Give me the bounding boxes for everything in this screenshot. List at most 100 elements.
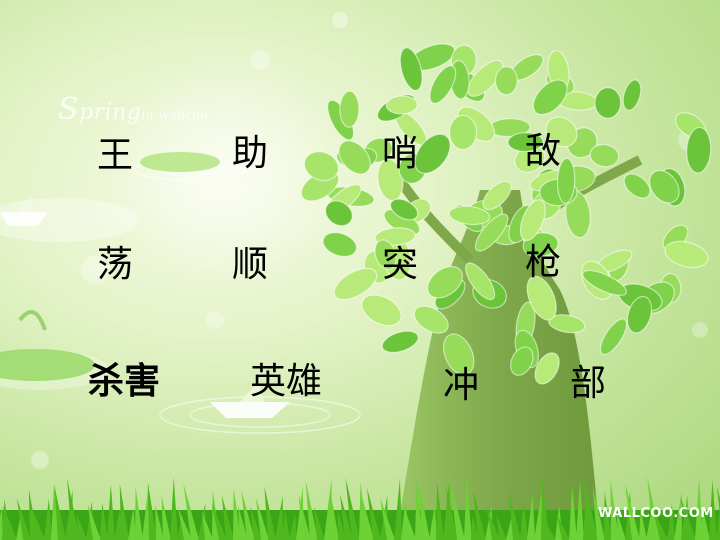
leaf — [545, 116, 578, 148]
tree-foliage — [300, 43, 712, 385]
grass-blade — [520, 500, 528, 540]
grass-blade — [177, 507, 192, 540]
grass-blade — [135, 486, 143, 540]
grass-blade — [147, 482, 157, 540]
grass-blade — [87, 503, 101, 540]
grass-blade — [464, 477, 472, 540]
leaf — [361, 294, 402, 327]
grass-blade — [569, 484, 577, 540]
grass-blade — [3, 506, 17, 540]
grass-blade — [161, 495, 171, 540]
grass-blade — [337, 509, 346, 540]
grass-blade — [534, 491, 542, 540]
grass-blade — [241, 490, 255, 540]
grass-blade — [54, 485, 66, 540]
word-shun: 顺 — [232, 244, 269, 285]
grass-blade — [16, 498, 31, 540]
grass-blade — [211, 503, 227, 540]
grass-blade — [716, 485, 720, 515]
leaf — [442, 333, 475, 376]
leaf — [465, 262, 496, 301]
word-zhu: 助 — [232, 133, 269, 174]
word-yingxiong: 英雄 — [250, 361, 323, 402]
lily-pads — [0, 152, 220, 381]
grass-blade — [583, 476, 598, 540]
leaf — [626, 295, 653, 334]
grass-blade — [237, 505, 248, 540]
grass-blade — [275, 495, 283, 540]
grass-blade — [31, 508, 45, 540]
leaf — [338, 140, 371, 175]
word-dang: 荡 — [97, 244, 134, 285]
leaf — [526, 275, 557, 321]
leaf — [474, 213, 509, 252]
bokeh-lights — [31, 12, 708, 469]
leaf — [594, 87, 622, 119]
word-wang: 王 — [97, 135, 134, 176]
grass-blade — [289, 512, 297, 540]
leaf — [303, 151, 340, 182]
leaf — [429, 65, 457, 105]
leaf — [519, 199, 546, 242]
grass-blade — [604, 491, 612, 540]
grass-blade — [695, 478, 703, 540]
grass-blade — [415, 479, 423, 540]
grass-blade — [198, 503, 206, 540]
grass-blade — [282, 510, 290, 540]
grass-blade — [445, 484, 458, 540]
grass-blade — [114, 509, 122, 540]
grass-blade — [155, 504, 164, 540]
grass — [0, 475, 720, 540]
leaf — [381, 330, 419, 354]
leaf — [389, 198, 419, 221]
grass-blade — [44, 498, 52, 540]
grass-blade — [667, 504, 675, 540]
grass-blade — [496, 514, 507, 540]
grass-blade — [540, 513, 556, 540]
leaf — [507, 132, 544, 153]
word-bu: 部 — [570, 363, 607, 404]
leaf — [648, 169, 680, 204]
brand-watermark: WALLCOO.COM — [598, 506, 714, 521]
grass-blade — [233, 487, 241, 540]
leaf — [532, 79, 568, 116]
watermark-initial: S — [58, 92, 80, 127]
leaf — [482, 180, 512, 211]
leaf — [510, 346, 534, 376]
leaf — [599, 318, 628, 356]
grass-blade — [324, 478, 332, 540]
leaf — [339, 90, 360, 128]
paper-boats — [0, 196, 290, 418]
word-chong: 冲 — [443, 365, 480, 406]
grass-blade — [639, 508, 647, 540]
grass-blade — [556, 514, 570, 540]
grass-blade — [527, 493, 535, 540]
grass-blade — [221, 495, 234, 540]
grass-blade — [576, 479, 584, 540]
leaf — [426, 265, 464, 299]
grass-blade — [170, 477, 178, 540]
leaf — [582, 269, 628, 296]
word-tu: 突 — [382, 244, 419, 285]
grass-blade — [119, 483, 129, 540]
word-shao: 哨 — [382, 133, 419, 174]
grass-blade — [610, 479, 619, 540]
leaf — [448, 205, 491, 226]
grass-blade — [264, 485, 276, 540]
grass-blade — [616, 511, 626, 540]
leaf — [322, 231, 358, 258]
leaf — [399, 47, 423, 92]
grass-blade — [0, 505, 3, 540]
grass-blade — [100, 503, 108, 540]
leaf — [374, 239, 397, 271]
grass-blade — [142, 483, 150, 540]
grass-blade — [250, 506, 262, 540]
word-shahai: 杀害 — [88, 361, 161, 402]
grass-blade — [360, 490, 374, 540]
grass-blade — [305, 480, 318, 540]
grass-blade — [366, 487, 381, 540]
leaf — [324, 200, 353, 227]
grass-blade — [702, 505, 710, 540]
